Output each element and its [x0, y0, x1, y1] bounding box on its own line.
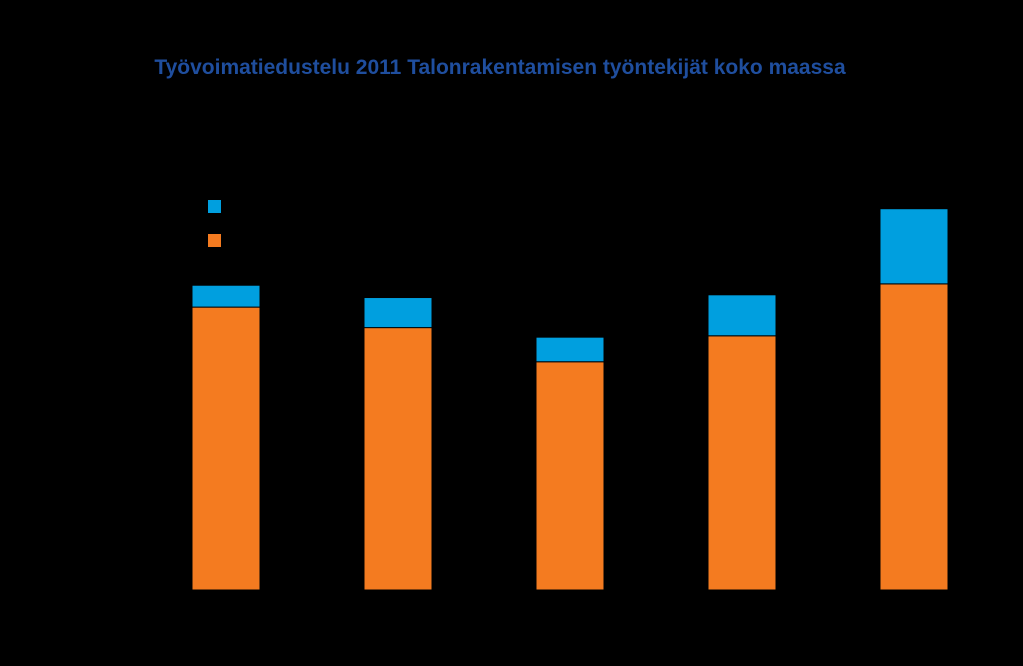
x-tick-label: 2011 — [887, 612, 941, 640]
y-tick-label: 20000 — [51, 304, 121, 332]
x-tick-label: 2010 — [714, 612, 770, 640]
x-tick-label: 2007 — [198, 612, 254, 640]
bar-segment-ulkomaiset-2011 — [879, 208, 949, 285]
bar-segment-kotimaiset-2011 — [879, 283, 949, 591]
y-tick-label: 15000 — [51, 372, 121, 400]
bar-segment-kotimaiset-2009 — [535, 361, 605, 591]
y-axis-ticks: 0 5000 10000 15000 20000 25000 30000 — [51, 167, 121, 605]
y-tick-label: 0 — [107, 577, 121, 605]
legend: Ulkomaiset työntekijät Kotimaiset työntek… — [208, 196, 432, 253]
y-tick-label: 25000 — [51, 235, 121, 263]
bar-segment-ulkomaiset-2007 — [191, 284, 261, 308]
y-tick-label: 5000 — [65, 509, 121, 537]
x-axis-ticks: 2007 2008 2009 2010 2011 — [198, 612, 941, 640]
bar-segment-ulkomaiset-2008 — [363, 297, 433, 329]
legend-label: Ulkomaiset työntekijät — [228, 196, 432, 219]
x-tick-label: 2008 — [370, 612, 426, 640]
bar-segment-ulkomaiset-2010 — [707, 294, 777, 337]
legend-label: Kotimaiset työntekijät — [228, 230, 427, 253]
bar-segment-kotimaiset-2008 — [363, 327, 433, 591]
y-tick-label: 10000 — [51, 440, 121, 468]
bar-segment-kotimaiset-2010 — [707, 335, 777, 591]
chart-title: Työvoimatiedustelu 2011 Talonrakentamise… — [154, 56, 846, 79]
bars-group — [191, 208, 949, 591]
x-tick-label: 2009 — [542, 612, 598, 640]
legend-swatch — [208, 200, 221, 213]
bar-segment-kotimaiset-2007 — [191, 306, 261, 591]
y-tick-label: 30000 — [51, 167, 121, 195]
bar-segment-ulkomaiset-2009 — [535, 336, 605, 363]
legend-swatch — [208, 234, 221, 247]
